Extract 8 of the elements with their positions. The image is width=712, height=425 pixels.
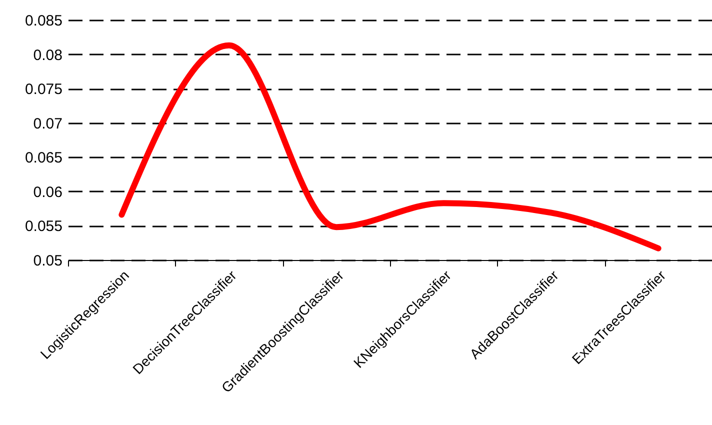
y-tick-label: 0.065: [24, 150, 62, 167]
y-tick-label: 0.06: [33, 184, 62, 201]
y-tick-label: 0.05: [33, 252, 62, 270]
y-tick-label: 0.075: [24, 81, 62, 98]
y-tick-label: 0.08: [33, 46, 62, 64]
y-tick-label: 0.07: [33, 115, 62, 132]
y-tick-label: 0.055: [24, 218, 62, 236]
y-tick-label: 0.085: [24, 12, 62, 30]
